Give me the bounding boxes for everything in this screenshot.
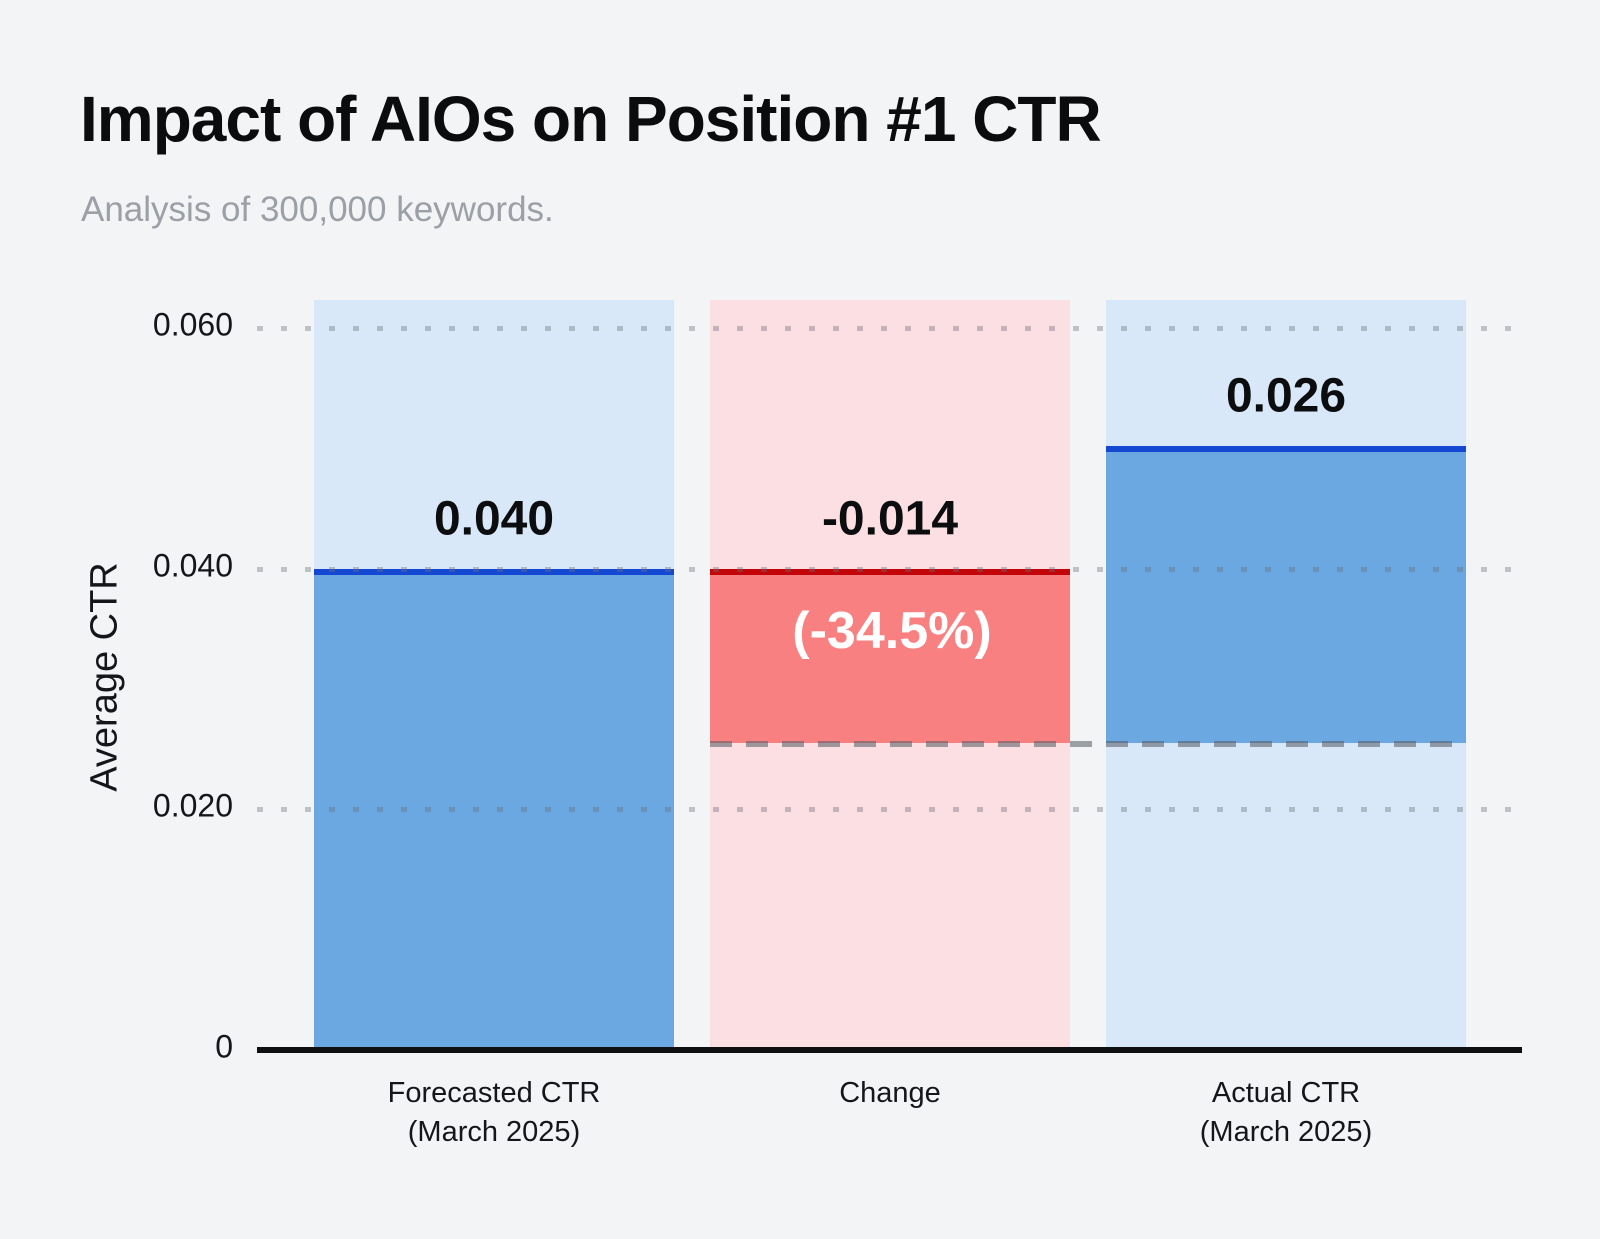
chart-title: Impact of AIOs on Position #1 CTR xyxy=(80,83,1102,155)
gridline-0.020 xyxy=(257,807,1522,813)
x-axis-label-line: Forecasted CTR xyxy=(387,1077,601,1109)
y-tick-label-0.040: 0.040 xyxy=(152,547,233,584)
x-axis-label-line: Change xyxy=(839,1077,941,1109)
y-tick-label-0.020: 0.020 xyxy=(152,787,233,824)
gridline-0.040 xyxy=(257,566,1522,572)
x-axis-label-line: Actual CTR xyxy=(1211,1077,1361,1109)
change-connector-dashed-line xyxy=(710,741,1466,747)
x-axis-label-line: (March 2025) xyxy=(407,1116,581,1148)
percent-change-label: (-34.5%) xyxy=(792,601,992,660)
bar-fill-1 xyxy=(314,574,674,1050)
x-axis-line xyxy=(257,1047,1522,1053)
value-label-2: -0.014 xyxy=(821,492,959,546)
value-label-1: 0.040 xyxy=(433,492,555,546)
y-tick-label-0.060: 0.060 xyxy=(152,306,233,343)
bar-top-line-1 xyxy=(314,568,674,575)
x-axis-label-1: Forecasted CTR (March 2025) xyxy=(244,1074,744,1152)
y-axis-title: Average CTR xyxy=(83,562,126,792)
bar-top-line-2 xyxy=(710,568,1070,575)
x-axis-label-line: (March 2025) xyxy=(1199,1116,1373,1148)
bar-fill-2 xyxy=(710,574,1070,744)
bar-fill-3 xyxy=(1106,451,1466,744)
value-label-3: 0.026 xyxy=(1225,369,1347,423)
x-axis-label-2: Change xyxy=(640,1074,1140,1113)
bar-top-line-3 xyxy=(1106,445,1466,452)
chart-subtitle: Analysis of 300,000 keywords. xyxy=(81,190,554,229)
x-axis-label-3: Actual CTR (March 2025) xyxy=(1036,1074,1536,1152)
y-tick-label-0: 0 xyxy=(215,1028,233,1065)
gridline-0.060 xyxy=(257,325,1522,331)
